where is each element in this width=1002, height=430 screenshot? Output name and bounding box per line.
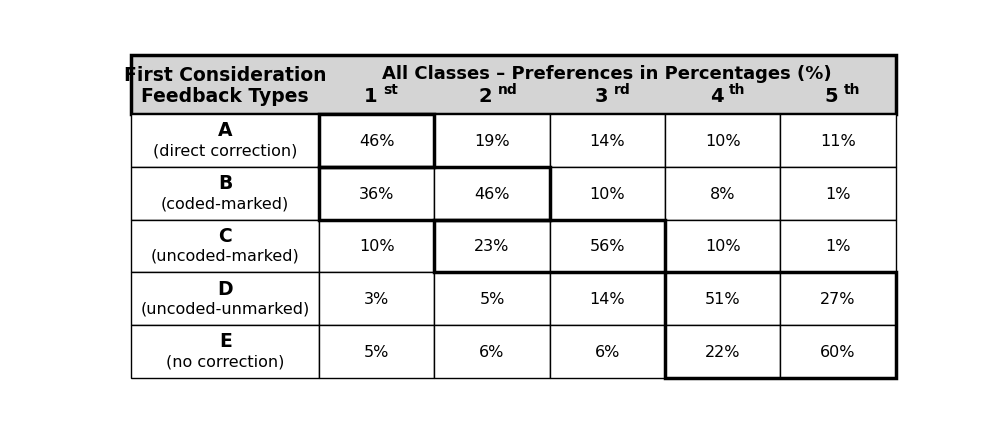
Text: 6%: 6% [479, 344, 505, 359]
Text: 3: 3 [594, 86, 608, 105]
Text: 46%: 46% [474, 186, 510, 201]
Text: 14%: 14% [589, 133, 625, 148]
Text: 10%: 10% [359, 239, 395, 254]
Text: 10%: 10% [704, 239, 740, 254]
Text: 11%: 11% [820, 133, 856, 148]
Bar [781, 220, 896, 273]
Text: (uncoded-unmarked): (uncoded-unmarked) [140, 301, 310, 316]
Text: 22%: 22% [704, 344, 740, 359]
Text: 6%: 6% [594, 344, 620, 359]
Bar [319, 273, 434, 326]
Bar [781, 114, 896, 167]
Bar [550, 326, 665, 378]
Bar [781, 326, 896, 378]
Bar [665, 220, 781, 273]
Text: 1%: 1% [826, 239, 851, 254]
Text: 2: 2 [479, 86, 493, 105]
Bar [131, 273, 319, 326]
Bar [319, 114, 434, 167]
Text: (coded-marked): (coded-marked) [161, 196, 290, 211]
Bar [131, 220, 319, 273]
Bar [665, 167, 781, 220]
Bar [434, 220, 550, 273]
Bar [319, 220, 434, 273]
Text: 36%: 36% [359, 186, 395, 201]
Text: 5%: 5% [364, 344, 390, 359]
Text: All Classes – Preferences in Percentages (%): All Classes – Preferences in Percentages… [383, 65, 832, 83]
Bar [319, 167, 550, 220]
Bar [550, 220, 665, 273]
Text: 14%: 14% [589, 292, 625, 307]
Bar [781, 167, 896, 220]
Bar [665, 326, 781, 378]
Text: D: D [217, 279, 233, 298]
Text: (direct correction): (direct correction) [153, 143, 298, 158]
Text: st: st [383, 83, 398, 96]
Bar [665, 273, 896, 378]
Bar [434, 326, 550, 378]
Bar [434, 273, 550, 326]
Bar [781, 273, 896, 326]
Bar [319, 114, 434, 167]
Text: A: A [218, 121, 232, 140]
Text: 56%: 56% [589, 239, 625, 254]
Bar [319, 167, 434, 220]
Text: 5%: 5% [479, 292, 505, 307]
Text: 23%: 23% [474, 239, 510, 254]
Bar [131, 167, 319, 220]
Text: 4: 4 [709, 86, 723, 105]
Bar [550, 167, 665, 220]
Text: 3%: 3% [364, 292, 390, 307]
Bar [131, 114, 319, 167]
Text: C: C [218, 226, 232, 245]
Text: th: th [728, 83, 745, 96]
Text: 10%: 10% [704, 133, 740, 148]
Text: rd: rd [613, 83, 630, 96]
Text: E: E [218, 332, 231, 351]
Bar [434, 220, 665, 273]
Bar [665, 273, 781, 326]
Text: (no correction): (no correction) [166, 354, 285, 369]
Bar [550, 114, 665, 167]
Text: th: th [844, 83, 861, 96]
Text: 60%: 60% [821, 344, 856, 359]
Text: 27%: 27% [821, 292, 856, 307]
Text: 10%: 10% [589, 186, 625, 201]
Bar [434, 114, 550, 167]
Bar [131, 326, 319, 378]
Bar [434, 167, 550, 220]
Text: Feedback Types: Feedback Types [141, 86, 309, 105]
Bar [131, 56, 896, 114]
Text: First Consideration: First Consideration [124, 65, 327, 84]
Text: 1%: 1% [826, 186, 851, 201]
Bar [319, 326, 434, 378]
Text: 8%: 8% [709, 186, 735, 201]
Bar [665, 114, 781, 167]
Bar [550, 273, 665, 326]
Text: 51%: 51% [704, 292, 740, 307]
Text: B: B [218, 174, 232, 193]
Text: 19%: 19% [474, 133, 510, 148]
Text: 1: 1 [364, 86, 378, 105]
Text: (uncoded-marked): (uncoded-marked) [151, 249, 300, 263]
Text: 5: 5 [825, 86, 839, 105]
Text: nd: nd [498, 83, 518, 96]
Text: 46%: 46% [359, 133, 395, 148]
